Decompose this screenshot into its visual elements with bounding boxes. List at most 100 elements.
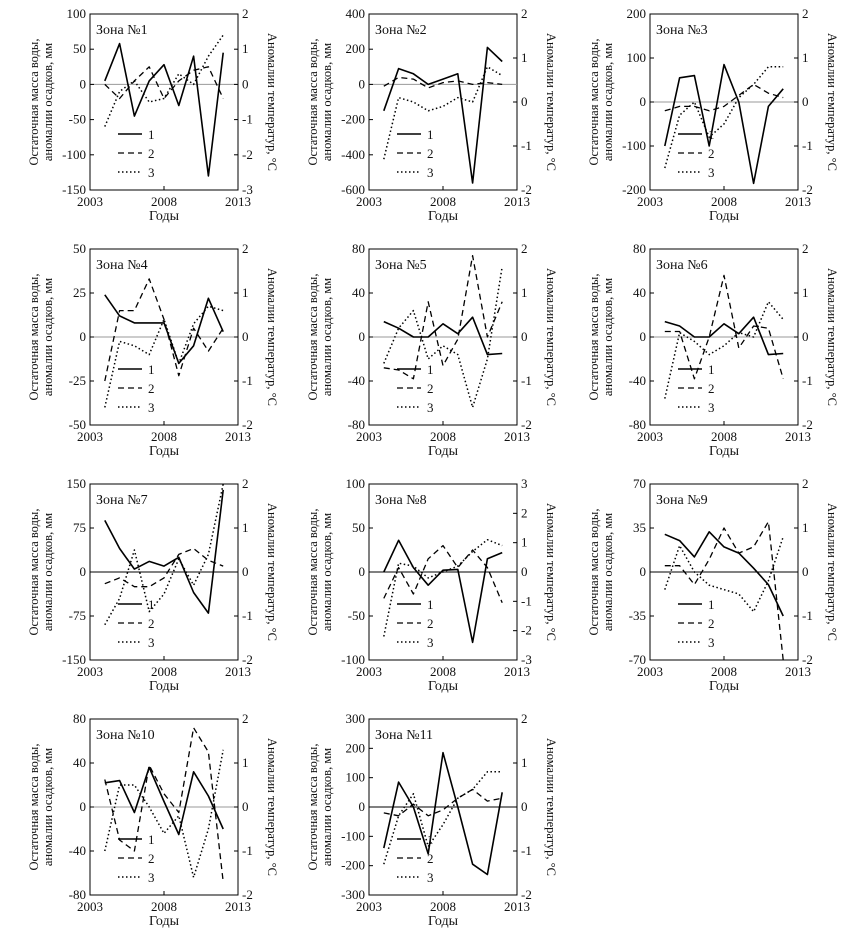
series-3-line [664,301,784,399]
legend-label-1: 1 [708,362,715,377]
y2-tick-label: -2 [521,417,532,432]
y-axis-label-line1: Остаточная масса воды, [587,39,601,166]
y2-tick-label: -1 [521,138,532,153]
chart-panel-zone-9: -70 -35 0 35 70 -2 -1 0 1 2 2003 2008 2013 Годы Остато… [587,476,839,694]
y-tick-label: 35 [633,520,646,535]
legend-label-1: 1 [148,597,155,612]
chart-title: Зона №5 [375,258,427,273]
legend-label-2: 2 [148,146,155,161]
y-axis-label-line2: аномалии осадков, мм [41,748,55,866]
y-tick-label: 200 [346,740,366,755]
y2-tick-label: -1 [521,843,532,858]
legend-label-1: 1 [148,832,155,847]
y-axis-label-line2: аномалии осадков, мм [320,748,334,866]
y-tick-label: 0 [80,329,87,344]
x-tick-label: 2008 [151,664,177,679]
y2-tick-label: -1 [242,373,253,388]
y-tick-label: 70 [633,476,646,491]
y-tick-label: -50 [348,608,365,623]
y2-tick-label: 1 [521,755,528,770]
y2-axis-label: Аномалии температур, °С [265,738,279,876]
legend-label-2: 2 [708,381,715,396]
y2-tick-label: -2 [521,887,532,902]
x-tick-label: 2013 [785,194,811,209]
plot-frame [368,13,518,191]
y-tick-label: -400 [341,147,365,162]
chart-panel-zone-4: -50 -25 0 25 50 -2 -1 0 1 2 2003 2008 2013 Годы Остато… [27,241,279,459]
plot-frame [89,13,239,191]
y2-tick-label: 2 [521,711,528,726]
y2-axis-label: Аномалии температур, °С [265,503,279,641]
series-3-line [383,266,503,409]
series-2-line [104,547,224,588]
y-tick-label: -75 [69,608,86,623]
y-tick-label: 200 [346,41,366,56]
y2-tick-label: 2 [521,6,528,21]
x-tick-label: 2008 [430,194,456,209]
chart-title: Зона №9 [656,493,708,508]
y-tick-label: 0 [80,76,87,91]
y-tick-label: 75 [73,520,86,535]
y-tick-label: -100 [62,147,86,162]
y2-axis-label: Аномалии температур, °С [825,503,839,641]
x-axis-label: Годы [149,914,180,929]
y-tick-label: -80 [69,887,86,902]
y-tick-label: -100 [341,828,365,843]
y-tick-label: 100 [346,770,366,785]
x-tick-label: 2003 [77,899,103,914]
y-tick-label: 0 [80,799,87,814]
y2-tick-label: 2 [242,6,249,21]
x-tick-label: 2013 [504,899,530,914]
y2-tick-label: -1 [242,608,253,623]
y-tick-label: 200 [627,6,647,21]
legend-label-3: 3 [708,635,715,650]
y-axis-label-line1: Остаточная масса воды, [587,509,601,636]
chart-title: Зона №2 [375,23,427,38]
x-tick-label: 2008 [430,899,456,914]
y-tick-label: -80 [348,417,365,432]
y2-tick-label: 0 [802,329,809,344]
y-axis-label-line2: аномалии осадков, мм [320,513,334,631]
series-2-line [383,788,503,817]
y-tick-label: 0 [640,564,647,579]
series-1-line [383,46,503,184]
y2-tick-label: 2 [802,241,809,256]
y-tick-label: -70 [629,652,646,667]
y2-tick-label: -1 [802,608,813,623]
chart-title: Зона №11 [375,728,433,743]
legend-label-1: 1 [427,832,434,847]
y2-tick-label: 1 [242,41,249,56]
series-1-line [664,530,784,617]
x-tick-label: 2003 [637,194,663,209]
y-tick-label: -200 [341,858,365,873]
y-axis-label-line2: аномалии осадков, мм [41,43,55,161]
y-tick-label: -100 [622,138,646,153]
chart-panel-zone-11: -300 -200 -100 0 100 200 300 -2 -1 0 1 2 2003 2008 201… [306,711,558,929]
y-axis-label-line1: Остаточная масса воды, [306,509,320,636]
x-tick-label: 2008 [151,194,177,209]
x-axis-label: Годы [149,444,180,459]
y2-tick-label: -1 [521,373,532,388]
y2-tick-label: -1 [242,112,253,127]
chart-panel-zone-10: -80 -40 0 40 80 -2 -1 0 1 2 2003 2008 2013 Годы Остато… [27,711,279,929]
legend-label-2: 2 [708,616,715,631]
chart-panel-zone-7: -150 -75 0 75 150 -2 -1 0 1 2 2003 2008 2013 Годы Оста… [27,476,279,694]
y-tick-label: 80 [352,241,365,256]
x-tick-label: 2008 [711,194,737,209]
y-tick-label: 50 [352,520,365,535]
x-tick-label: 2003 [637,664,663,679]
y2-tick-label: -1 [242,843,253,858]
series-1-line [104,766,224,836]
y2-tick-label: 1 [521,535,528,550]
legend-label-2: 2 [708,146,715,161]
y2-tick-label: 0 [521,799,528,814]
series-2-line [104,66,224,100]
y-tick-label: 40 [352,285,365,300]
y2-tick-label: -1 [802,373,813,388]
y-tick-label: -40 [69,843,86,858]
chart-title: Зона №7 [96,493,148,508]
x-axis-label: Годы [428,679,459,694]
x-axis-label: Годы [709,679,740,694]
y2-tick-label: 0 [242,329,249,344]
